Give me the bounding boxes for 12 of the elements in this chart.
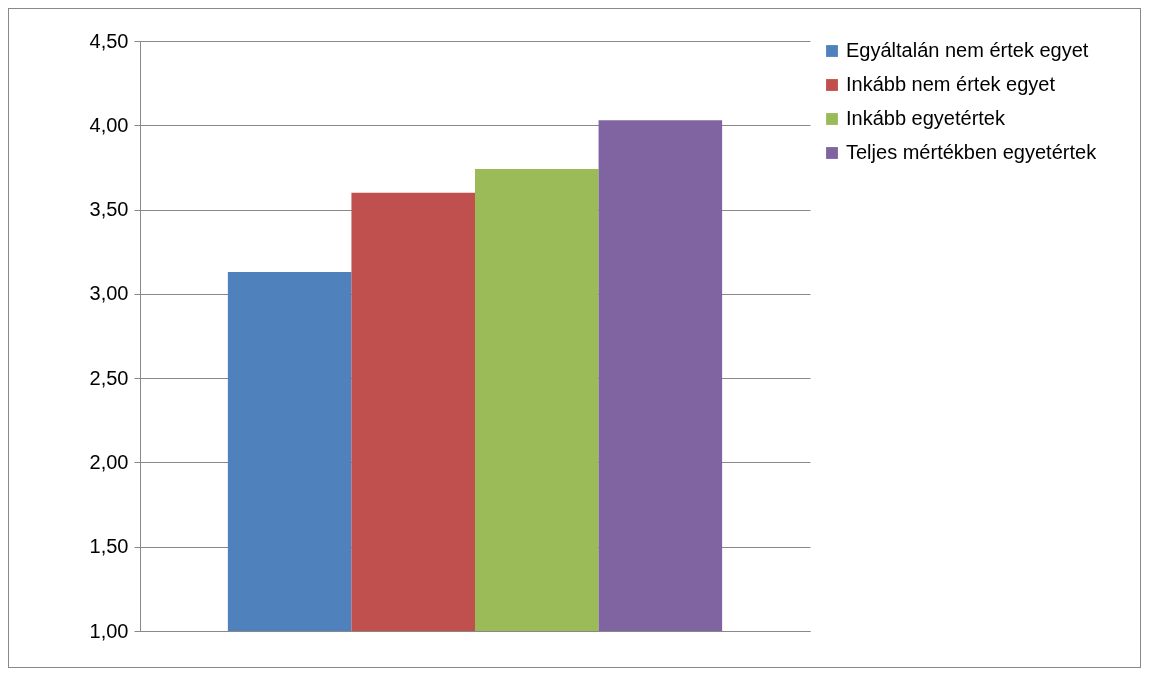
y-tick-label: 2,50	[89, 366, 129, 389]
legend-label: Teljes mértékben egyetértek	[846, 141, 1098, 163]
y-tick-label: 3,50	[89, 198, 129, 221]
legend-label: Inkább nem értek egyet	[846, 73, 1056, 95]
y-tick-label: 3,00	[89, 282, 129, 305]
y-tick-label: 1,00	[89, 619, 129, 642]
y-tick-label: 2,00	[89, 450, 129, 473]
legend-label: Egyáltalán nem értek egyet	[846, 39, 1089, 61]
y-tick-label: 4,50	[89, 29, 129, 52]
legend-label: Inkább egyetértek	[846, 107, 1006, 129]
y-tick-label: 4,00	[89, 113, 129, 136]
y-tick-label: 1,50	[89, 535, 129, 558]
